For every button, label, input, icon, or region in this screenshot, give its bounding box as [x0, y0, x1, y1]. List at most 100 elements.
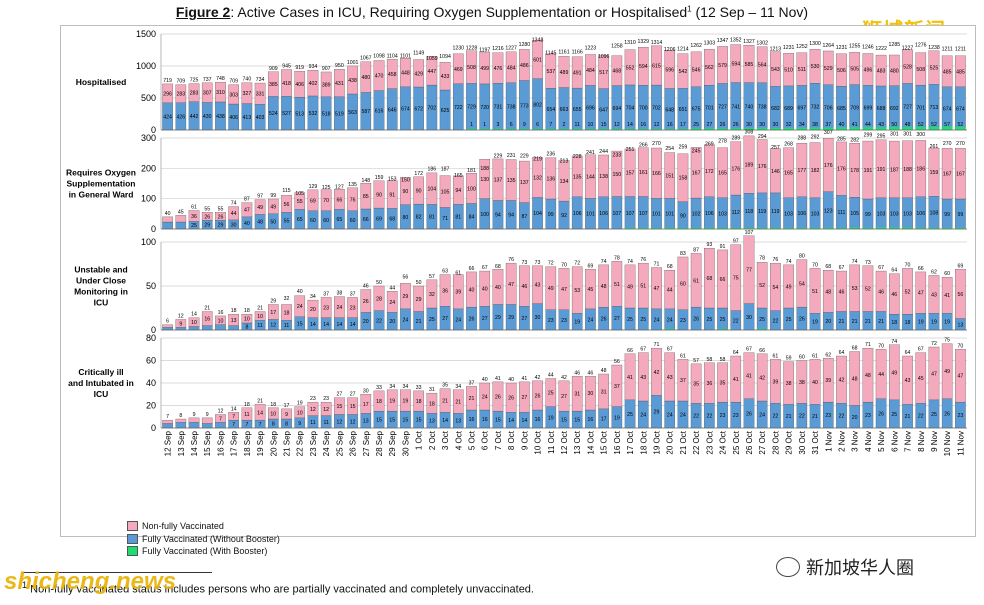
data-label-total: 93 — [706, 242, 712, 248]
data-label-non-fully: 32 — [429, 292, 435, 298]
bar-non-fully — [651, 45, 662, 86]
legend-item-without-booster: Fully Vaccinated (Without Booster) — [127, 533, 280, 546]
panel-label: and Intubated in — [68, 378, 134, 388]
data-label-without-booster: 22 — [839, 414, 845, 420]
bar-non-fully — [849, 143, 860, 198]
bar-with-booster — [942, 227, 953, 229]
data-label-without-booster: 106 — [798, 211, 807, 217]
data-label-without-booster: 14 — [323, 322, 329, 328]
x-tick-label: 29 Oct — [785, 430, 794, 454]
bar-non-fully — [188, 417, 200, 423]
data-label-non-fully: 24 — [297, 304, 303, 310]
data-label-without-booster: 625 — [441, 108, 450, 114]
data-label-total: 308 — [745, 130, 754, 136]
data-label-non-fully: 29 — [403, 294, 409, 300]
data-label-without-booster: 21 — [839, 319, 845, 325]
bar-non-fully — [796, 360, 808, 404]
bar-non-fully — [347, 65, 358, 95]
data-label-without-booster: 700 — [639, 106, 648, 112]
data-label-without-booster: 25 — [786, 317, 792, 323]
data-label-without-booster: 23 — [825, 413, 831, 419]
data-label-total: 1161 — [558, 50, 569, 56]
bar-without-booster — [162, 221, 173, 230]
data-label-non-fully: 40 — [469, 288, 475, 294]
bar-without-booster — [188, 422, 200, 429]
x-tick-label: 6 Nov — [890, 431, 899, 452]
data-label-non-fully: 47 — [958, 374, 964, 380]
data-label-without-booster: 21 — [786, 414, 792, 420]
bar-non-fully — [492, 269, 504, 305]
data-label-without-booster: 699 — [864, 106, 873, 112]
bar-non-fully — [268, 407, 279, 420]
bar-non-fully — [941, 343, 953, 399]
data-label-non-fully: 166 — [652, 171, 661, 177]
data-label-non-fully: 29 — [416, 297, 422, 303]
data-label-without-booster: 22 — [773, 318, 779, 324]
data-label-without-booster: 100 — [480, 212, 489, 218]
data-label-non-fully: 187 — [890, 167, 899, 173]
data-label-total: 1098 — [373, 54, 385, 60]
x-tick-label: 6 Oct — [481, 430, 490, 450]
data-label-without-booster: 15 — [403, 418, 409, 424]
bar-non-fully — [941, 148, 953, 200]
data-label-non-fully: 476 — [494, 66, 503, 72]
data-label-non-fully: 26 — [535, 393, 541, 399]
data-label-total: 76 — [640, 257, 646, 263]
bar-with-booster — [875, 227, 887, 229]
data-label-non-fully: 10 — [270, 411, 276, 417]
data-label-without-booster: 80 — [403, 215, 409, 221]
data-label-total: 1262 — [690, 43, 702, 49]
bar-with-booster — [955, 227, 966, 229]
bar-non-fully — [756, 139, 768, 194]
data-label-without-booster: 25 — [640, 317, 646, 323]
data-label-without-booster: 697 — [798, 106, 807, 112]
bar-non-fully — [426, 279, 438, 309]
data-label-non-fully: 529 — [824, 66, 833, 72]
data-label-total: 270 — [652, 141, 661, 147]
data-label-non-fully: 42 — [839, 378, 845, 384]
data-label-total: 87 — [693, 247, 699, 253]
bar-non-fully — [492, 158, 504, 201]
data-label-total: 1227 — [902, 45, 914, 51]
figure-title-footnote-marker: 1 — [687, 4, 692, 14]
data-label-without-booster: 99 — [944, 212, 950, 218]
bar-non-fully — [796, 259, 808, 308]
data-label-total: 72 — [548, 261, 554, 267]
bar-with-booster — [558, 128, 570, 130]
bar-non-fully — [320, 401, 332, 416]
data-label-non-fully: 56 — [284, 202, 290, 208]
data-label-without-booster: 13 — [429, 419, 435, 425]
footnote-marker: 1 — [22, 580, 28, 590]
data-label-non-fully: 564 — [758, 63, 767, 69]
data-label-without-booster: 709 — [850, 105, 859, 111]
bar-non-fully — [532, 380, 543, 411]
data-label-without-booster: 101 — [665, 212, 674, 218]
bar-non-fully — [928, 275, 940, 314]
y-tick-label: 50 — [146, 281, 156, 291]
data-label-with-booster: 38 — [812, 122, 818, 128]
data-label-without-booster: 8 — [272, 422, 275, 428]
data-label-total: 17 — [284, 403, 290, 409]
data-label-non-fully: 438 — [348, 78, 357, 84]
x-tick-label: 31 Oct — [811, 430, 820, 454]
data-label-without-booster: 50 — [270, 219, 276, 225]
data-label-without-booster: 527 — [282, 111, 291, 117]
bar-non-fully — [268, 71, 279, 97]
x-tick-label: 22 Oct — [692, 430, 701, 454]
bar-non-fully — [571, 266, 583, 314]
data-label-non-fully: 429 — [414, 71, 423, 77]
data-label-without-booster: 430 — [203, 114, 212, 120]
bar-with-booster — [466, 128, 477, 130]
data-label-non-fully: 433 — [441, 74, 450, 80]
data-label-non-fully: 45 — [918, 376, 924, 382]
data-label-non-fully: 23 — [323, 306, 329, 312]
data-label-non-fully: 47 — [508, 282, 514, 288]
bar-non-fully — [532, 157, 543, 198]
data-label-total: 278 — [718, 139, 727, 145]
legend-label-without-booster: Fully Vaccinated (Without Booster) — [142, 533, 280, 544]
data-label-without-booster: 9 — [298, 421, 301, 427]
data-label-without-booster: 729 — [467, 105, 476, 111]
data-label-with-booster: 14 — [627, 122, 633, 128]
data-label-with-booster: 16 — [640, 122, 646, 128]
bar-with-booster — [638, 128, 649, 130]
